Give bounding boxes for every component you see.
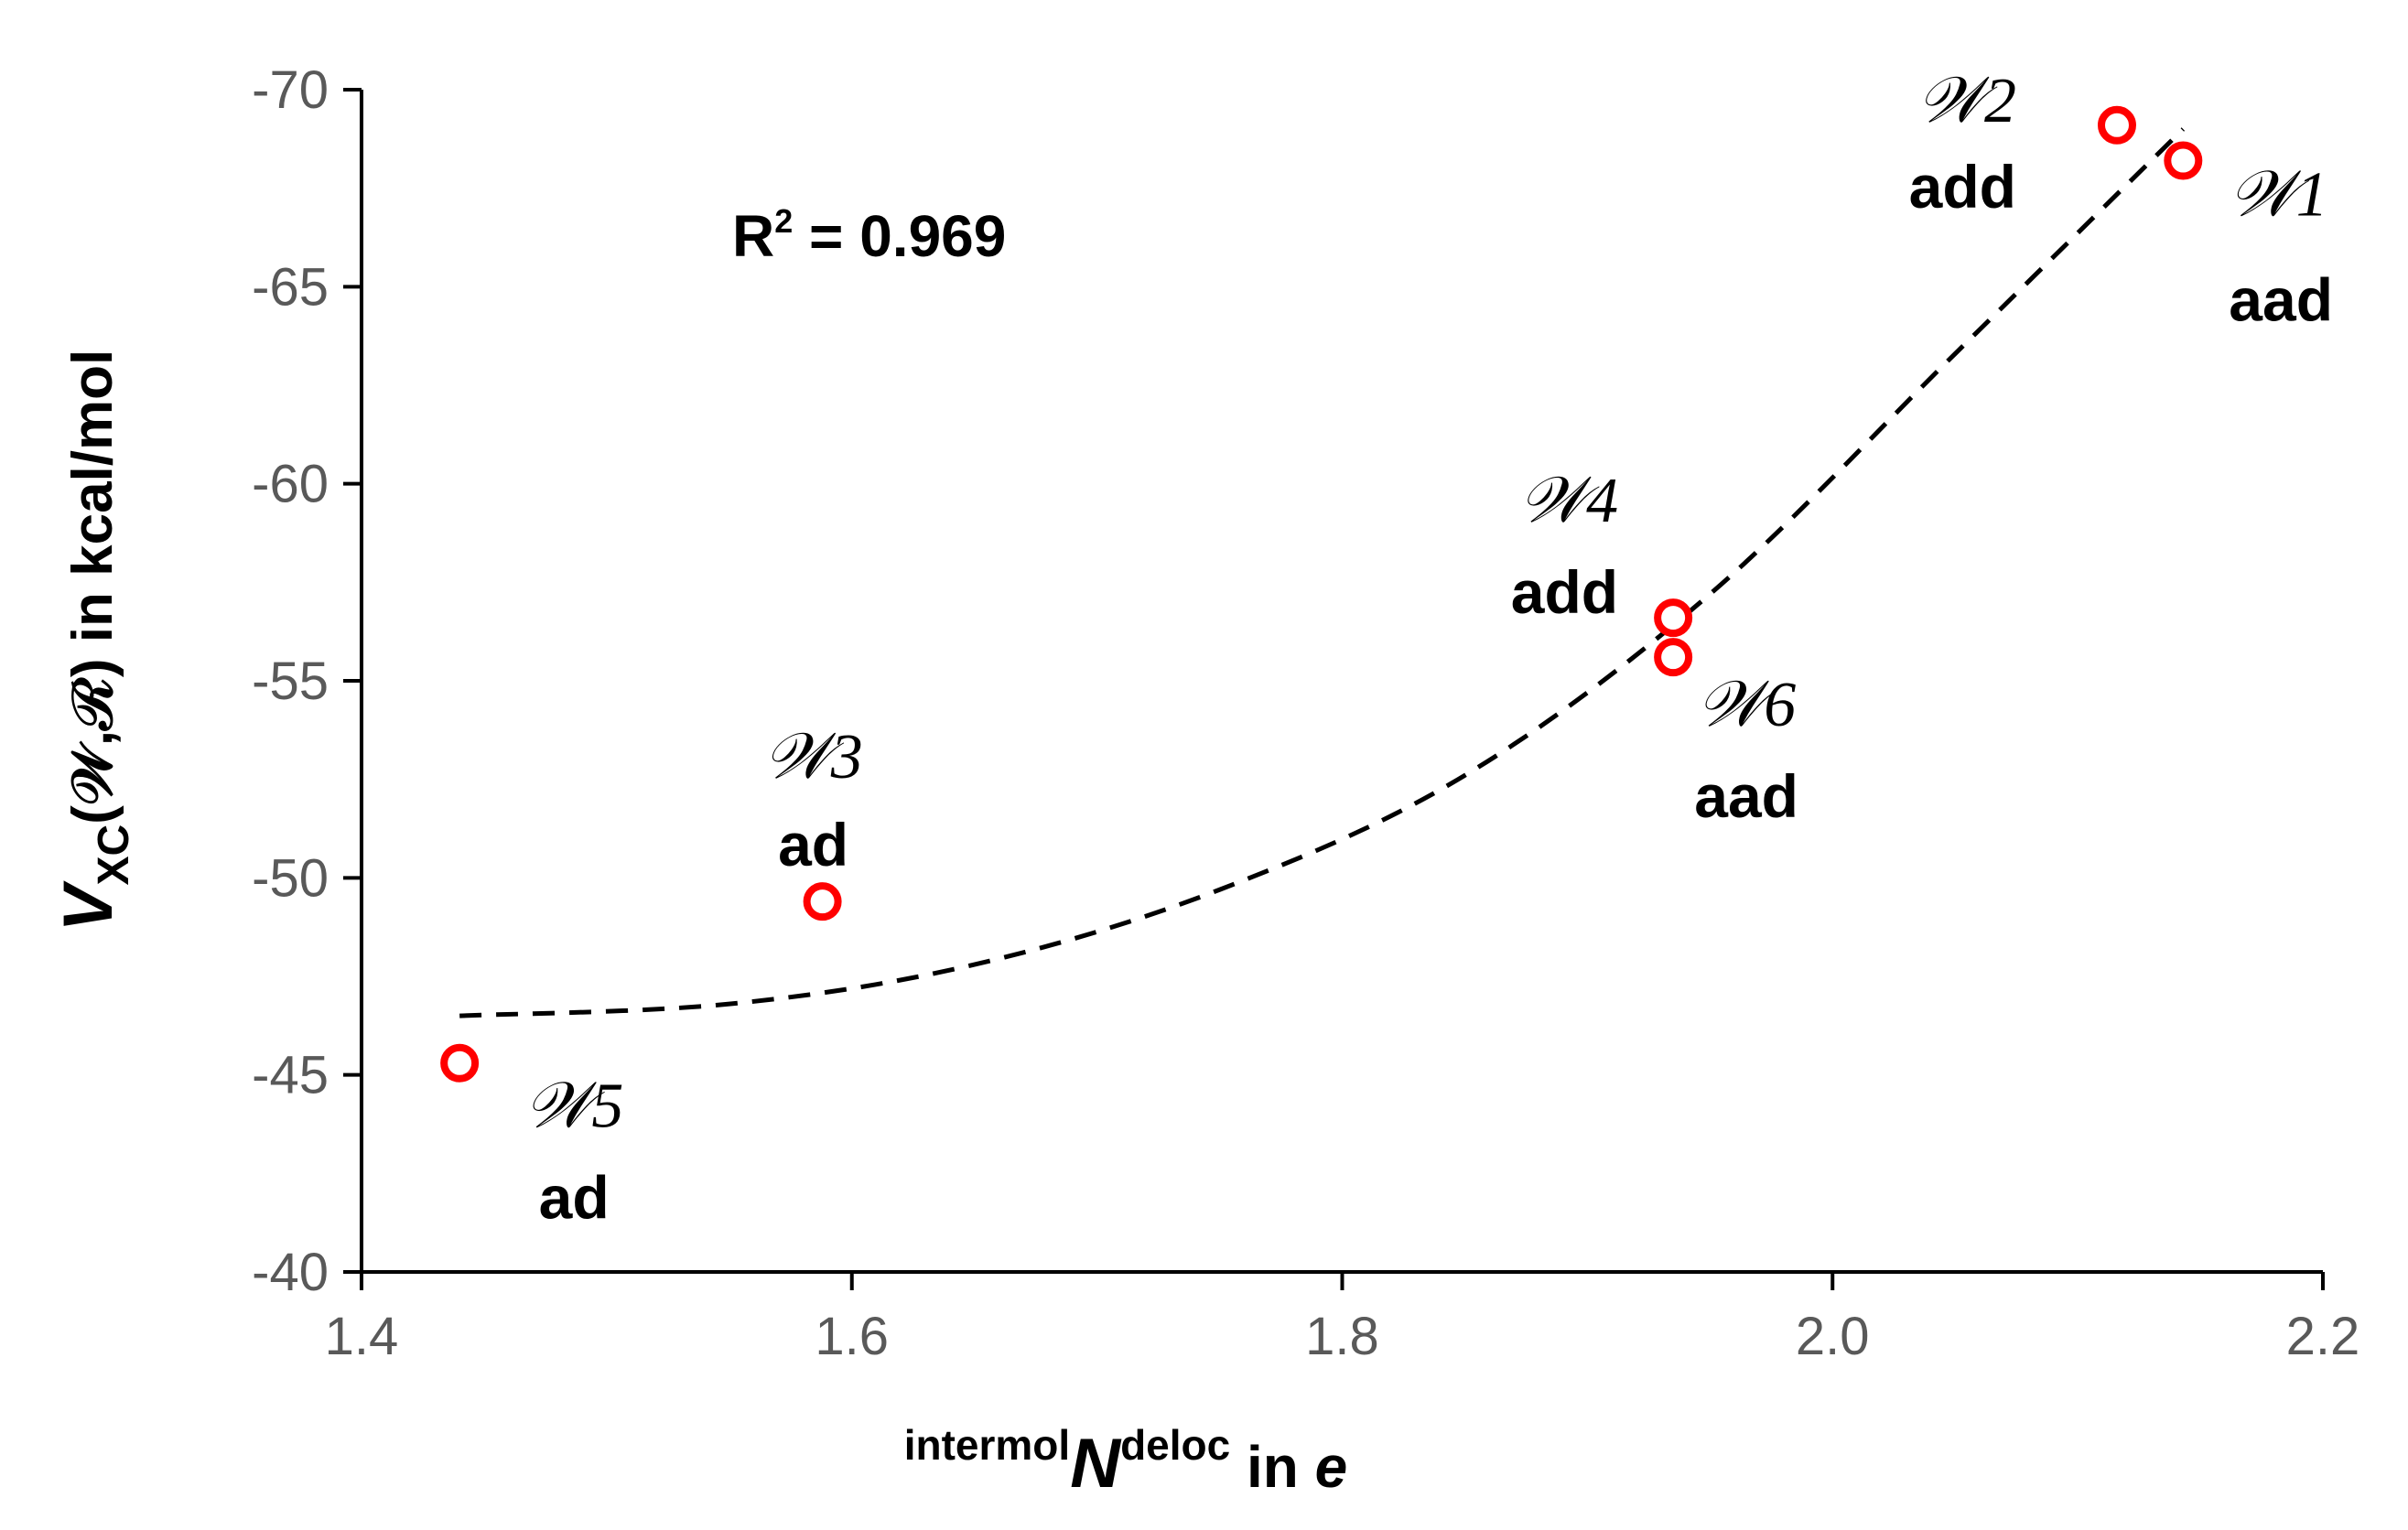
data-point bbox=[803, 882, 842, 921]
y-tick-label: -70 bbox=[252, 60, 329, 120]
tick-labels: 1.4 1.6 1.8 2.0 2.2 -70 -65 -60 -55 -50 -45 -40 bbox=[252, 60, 2359, 1366]
point-name-label: 𝒲2 bbox=[1917, 66, 2016, 136]
x-tick-label: 2.2 bbox=[2286, 1307, 2360, 1366]
y-tick-label: -60 bbox=[252, 455, 329, 514]
data-point bbox=[1654, 638, 1693, 677]
axes bbox=[343, 88, 2325, 1290]
point-type-label: add bbox=[1511, 558, 1618, 626]
x-axis-label: intermolNdeloc in e bbox=[904, 1421, 1348, 1503]
point-type-label: aad bbox=[2229, 266, 2333, 334]
x-tick-label: 2.0 bbox=[1796, 1307, 1870, 1366]
point-name-label: 𝒲4 bbox=[1519, 466, 1618, 536]
x-tick-label: 1.8 bbox=[1305, 1307, 1379, 1366]
y-tick-label: -50 bbox=[252, 848, 329, 908]
y-axis-label: VXC(𝒲,ℛ) in kcal/mol bbox=[49, 350, 138, 932]
trendline bbox=[459, 127, 2186, 1018]
point-type-label: ad bbox=[539, 1164, 610, 1232]
y-tick-label: -55 bbox=[252, 652, 329, 711]
data-point bbox=[2097, 105, 2136, 145]
x-tick-label: 1.6 bbox=[815, 1307, 889, 1366]
point-type-label: aad bbox=[1694, 762, 1798, 830]
y-tick-label: -65 bbox=[252, 257, 329, 317]
y-tick-label: -45 bbox=[252, 1046, 329, 1105]
point-name-label: 𝒲5 bbox=[524, 1072, 623, 1142]
point-type-label: add bbox=[1909, 153, 2016, 221]
point-type-label: ad bbox=[778, 811, 848, 878]
point-name-label: 𝒲1 bbox=[2229, 160, 2327, 231]
data-point bbox=[2164, 141, 2203, 180]
data-point bbox=[440, 1043, 480, 1083]
point-name-label: 𝒲3 bbox=[763, 722, 862, 792]
point-name-label: 𝒲6 bbox=[1697, 670, 1796, 740]
data-points bbox=[440, 105, 2203, 1083]
data-point bbox=[1654, 598, 1693, 638]
x-tick-label: 1.4 bbox=[325, 1307, 399, 1366]
r-squared-annotation: R2 = 0.969 bbox=[732, 202, 1006, 269]
y-tick-label: -40 bbox=[252, 1243, 329, 1302]
point-labels: 𝒲1 aad 𝒲2 add 𝒲3 ad 𝒲4 add 𝒲5 ad 𝒲6 aad bbox=[524, 66, 2333, 1232]
